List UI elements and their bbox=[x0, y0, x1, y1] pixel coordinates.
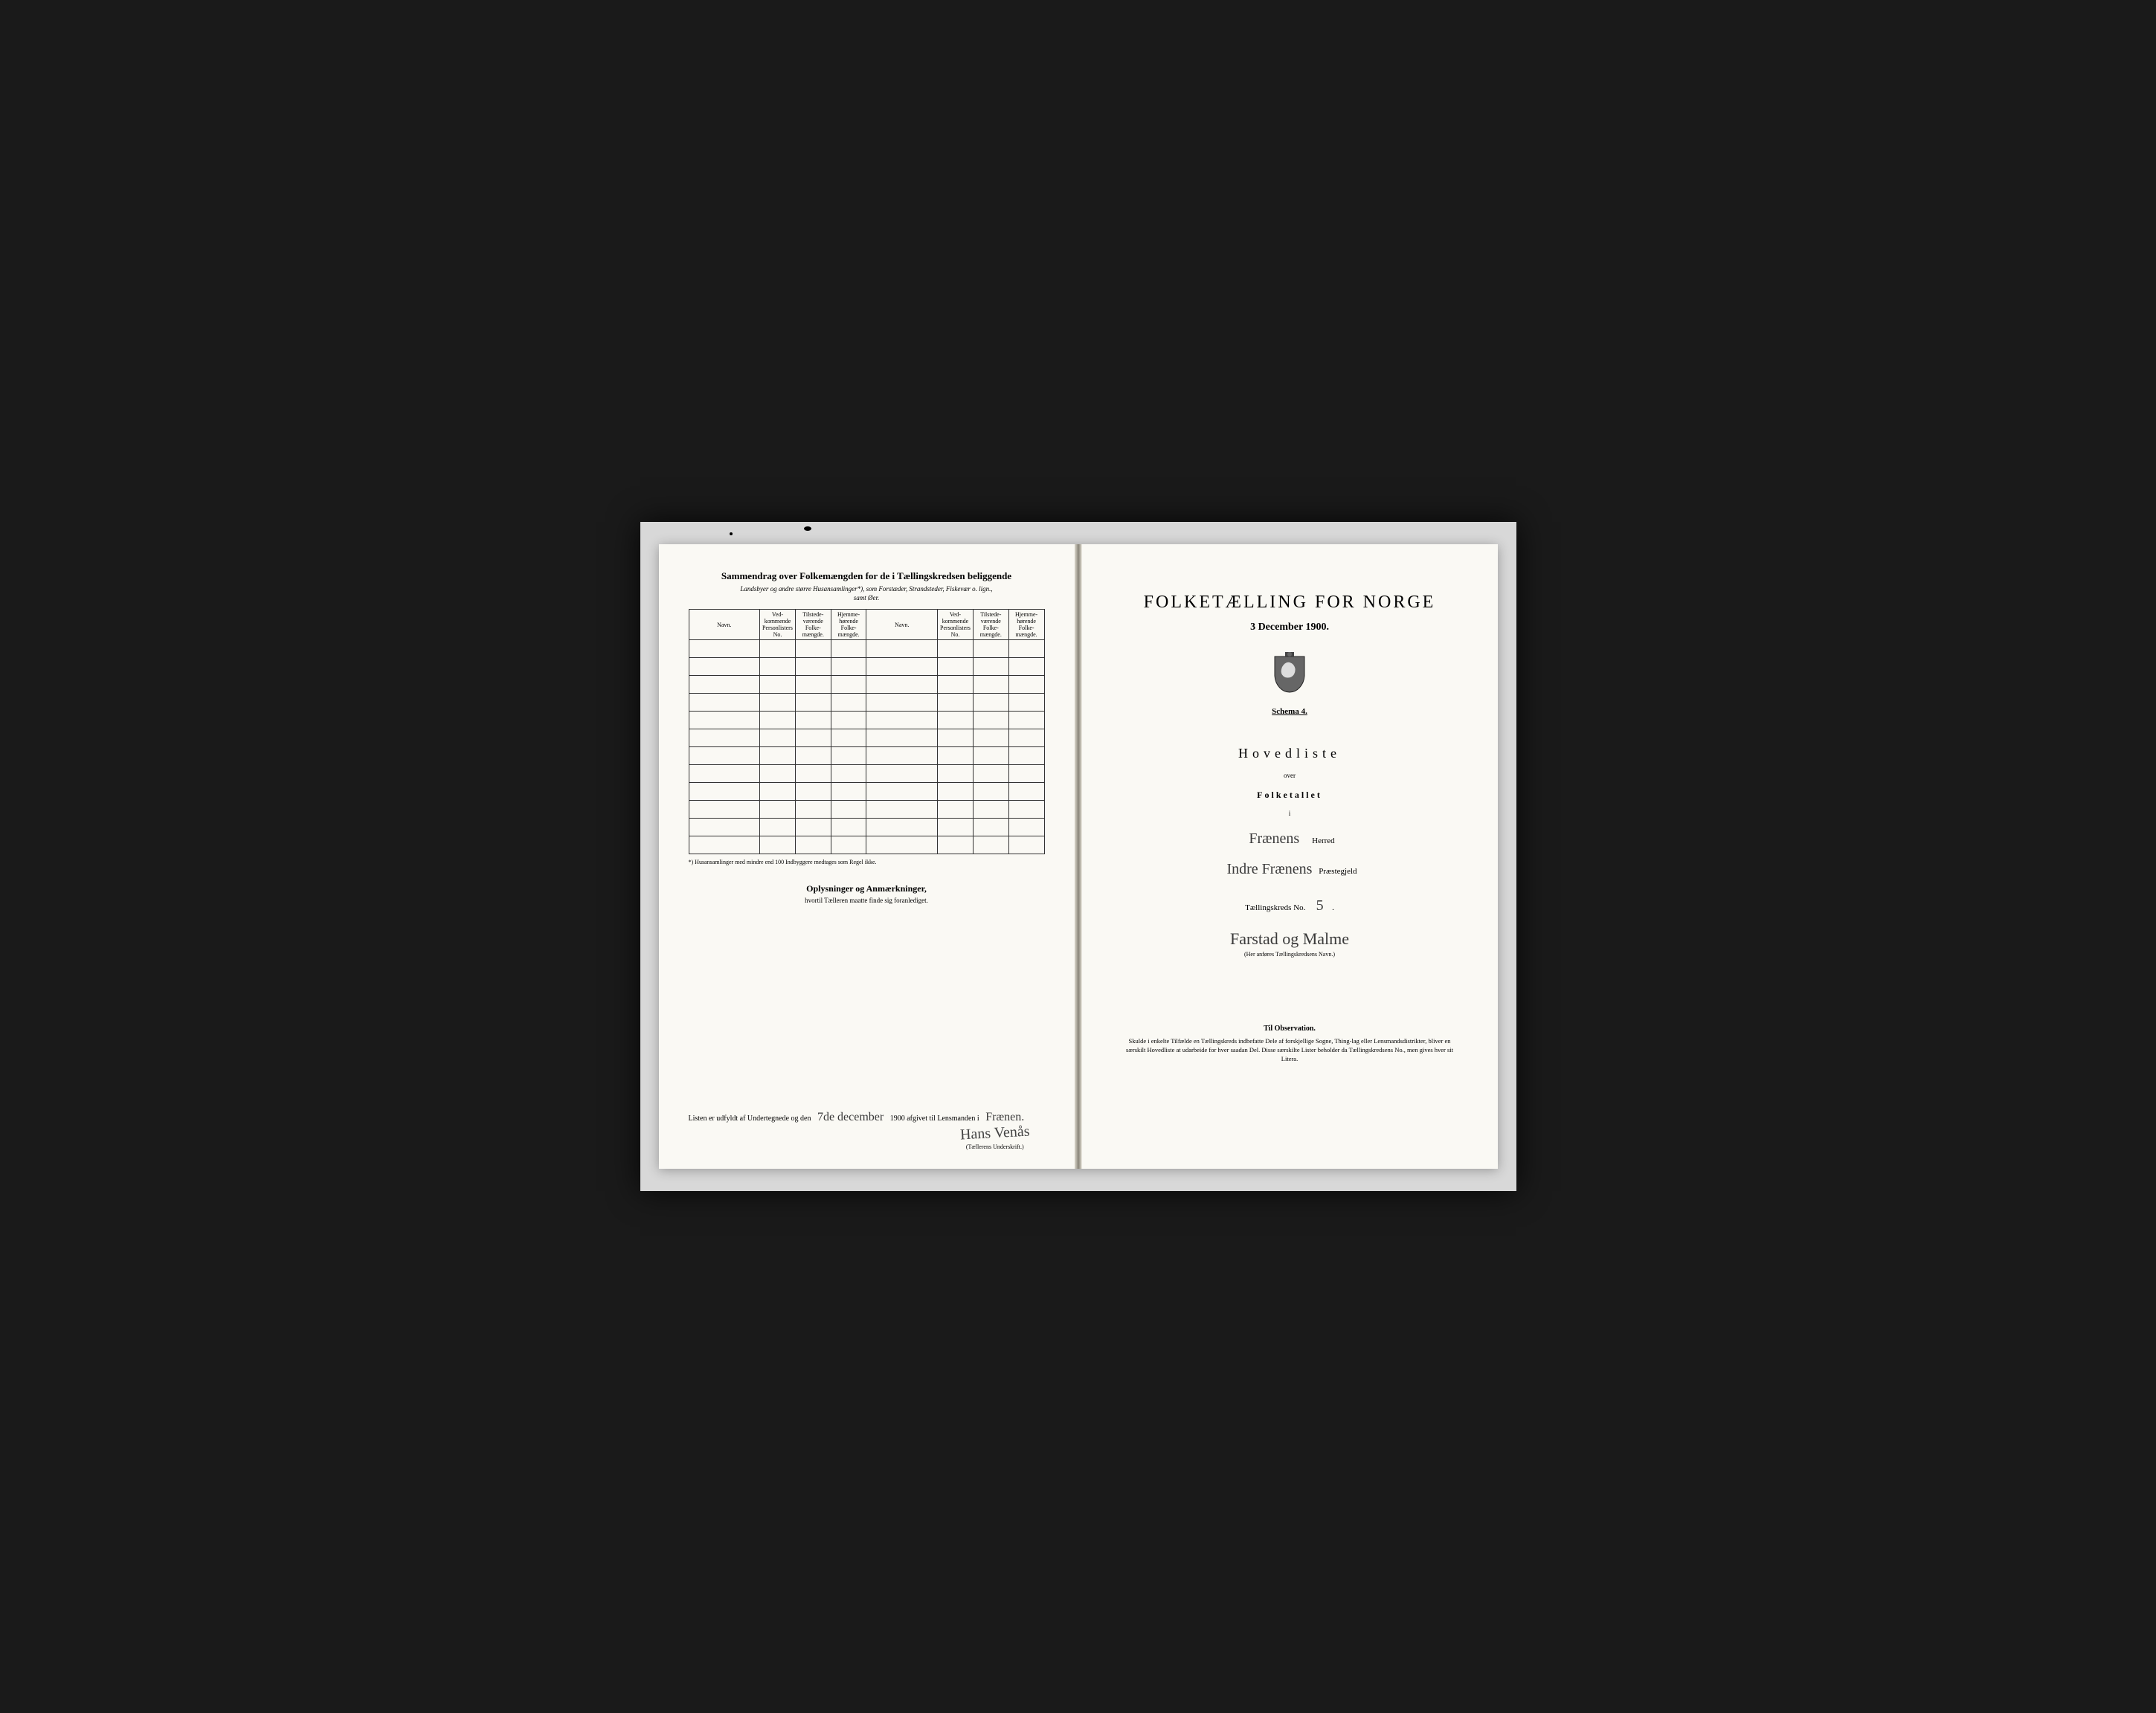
table-row bbox=[689, 676, 1044, 694]
left-page: Sammendrag over Folkemængden for de i Tæ… bbox=[659, 544, 1075, 1169]
over-label: over bbox=[1112, 772, 1468, 779]
attest-prefix: Listen er udfyldt af Undertegnede og den bbox=[689, 1114, 811, 1123]
kreds-no-line: Tællingskreds No. 5 . bbox=[1112, 897, 1468, 914]
th-hjemme: Hjemme-hørende Folke-mængde. bbox=[831, 610, 866, 640]
right-page: FOLKETÆLLING FOR NORGE 3 December 1900. … bbox=[1081, 544, 1498, 1169]
th-tilstede: Tilstede-værende Folke-mængde. bbox=[795, 610, 831, 640]
artifact-speck bbox=[804, 526, 811, 531]
oplysninger-heading: Oplysninger og Anmærkninger, bbox=[689, 883, 1045, 894]
attest-date-script: 7de december bbox=[813, 1111, 888, 1124]
schema-label: Schema 4. bbox=[1112, 707, 1468, 716]
kreds-name-line: Farstad og Malme bbox=[1112, 929, 1468, 949]
herred-label: Herred bbox=[1312, 836, 1335, 845]
th-vedk-2: Ved-kommende Personlisters No. bbox=[938, 610, 974, 640]
left-subtitle-2: samt Øer. bbox=[689, 594, 1045, 601]
herred-script: Frænens bbox=[1244, 830, 1304, 848]
table-row bbox=[689, 694, 1044, 712]
th-navn: Navn. bbox=[689, 610, 760, 640]
praeste-script: Indre Frænens bbox=[1222, 861, 1316, 878]
observation-body: Skulde i enkelte Tilfælde en Tællingskre… bbox=[1112, 1037, 1468, 1064]
summary-tbody bbox=[689, 640, 1044, 854]
signature-block: Hans Venås (Tællerens Underskrift.) bbox=[960, 1125, 1030, 1150]
book-spread: Sammendrag over Folkemængden for de i Tæ… bbox=[659, 544, 1498, 1169]
i-label: i bbox=[1112, 810, 1468, 817]
table-row bbox=[689, 836, 1044, 854]
attest-mid: afgivet til Lensmanden i bbox=[907, 1114, 979, 1123]
census-date: 3 December 1900. bbox=[1112, 622, 1468, 633]
th-navn-2: Navn. bbox=[866, 610, 938, 640]
folketallet-label: Folketallet bbox=[1112, 790, 1468, 801]
hovedliste-heading: Hovedliste bbox=[1112, 746, 1468, 761]
table-row bbox=[689, 729, 1044, 747]
table-row bbox=[689, 765, 1044, 783]
coat-of-arms-icon bbox=[1272, 652, 1307, 694]
artifact-speck bbox=[730, 532, 733, 535]
summary-table: Navn. Ved-kommende Personlisters No. Til… bbox=[689, 609, 1045, 854]
signature: Hans Venås bbox=[959, 1123, 1030, 1144]
table-row bbox=[689, 783, 1044, 801]
kreds-label: Tællingskreds No. bbox=[1245, 903, 1305, 912]
table-row bbox=[689, 819, 1044, 836]
kreds-name-sub: (Her anføres Tællingskredsens Navn.) bbox=[1112, 951, 1468, 958]
praeste-label: Præstegjeld bbox=[1319, 867, 1357, 876]
footnote: *) Husansamlinger med mindre end 100 Ind… bbox=[689, 859, 1045, 865]
census-title: FOLKETÆLLING FOR NORGE bbox=[1112, 593, 1468, 613]
attestation-line: Listen er udfyldt af Undertegnede og den… bbox=[689, 1111, 1045, 1124]
book-spine bbox=[1075, 544, 1081, 1169]
th-tilstede-2: Tilstede-værende Folke-mængde. bbox=[973, 610, 1008, 640]
th-hjemme-2: Hjemme-hørende Folke-mængde. bbox=[1008, 610, 1044, 640]
herred-line: Frænens Herred bbox=[1112, 830, 1468, 848]
left-title: Sammendrag over Folkemængden for de i Tæ… bbox=[689, 570, 1045, 582]
scan-frame: Sammendrag over Folkemængden for de i Tæ… bbox=[640, 522, 1516, 1191]
table-row bbox=[689, 747, 1044, 765]
table-row bbox=[689, 658, 1044, 676]
oplysninger-sub: hvortil Tælleren maatte finde sig foranl… bbox=[689, 897, 1045, 904]
signature-label: (Tællerens Underskrift.) bbox=[960, 1143, 1030, 1150]
attest-place: Frænen. bbox=[981, 1111, 1029, 1124]
table-row bbox=[689, 640, 1044, 658]
observation-heading: Til Observation. bbox=[1112, 1025, 1468, 1033]
kreds-no: 5 bbox=[1312, 897, 1328, 914]
table-row bbox=[689, 712, 1044, 729]
praestegjeld-line: Indre Frænens Præstegjeld bbox=[1112, 861, 1468, 878]
th-vedk: Ved-kommende Personlisters No. bbox=[760, 610, 796, 640]
attest-year: 1900 bbox=[890, 1114, 905, 1123]
kreds-name-script: Farstad og Malme bbox=[1226, 929, 1354, 949]
left-subtitle-1: Landsbyer og andre større Husansamlinger… bbox=[689, 585, 1045, 593]
table-row bbox=[689, 801, 1044, 819]
